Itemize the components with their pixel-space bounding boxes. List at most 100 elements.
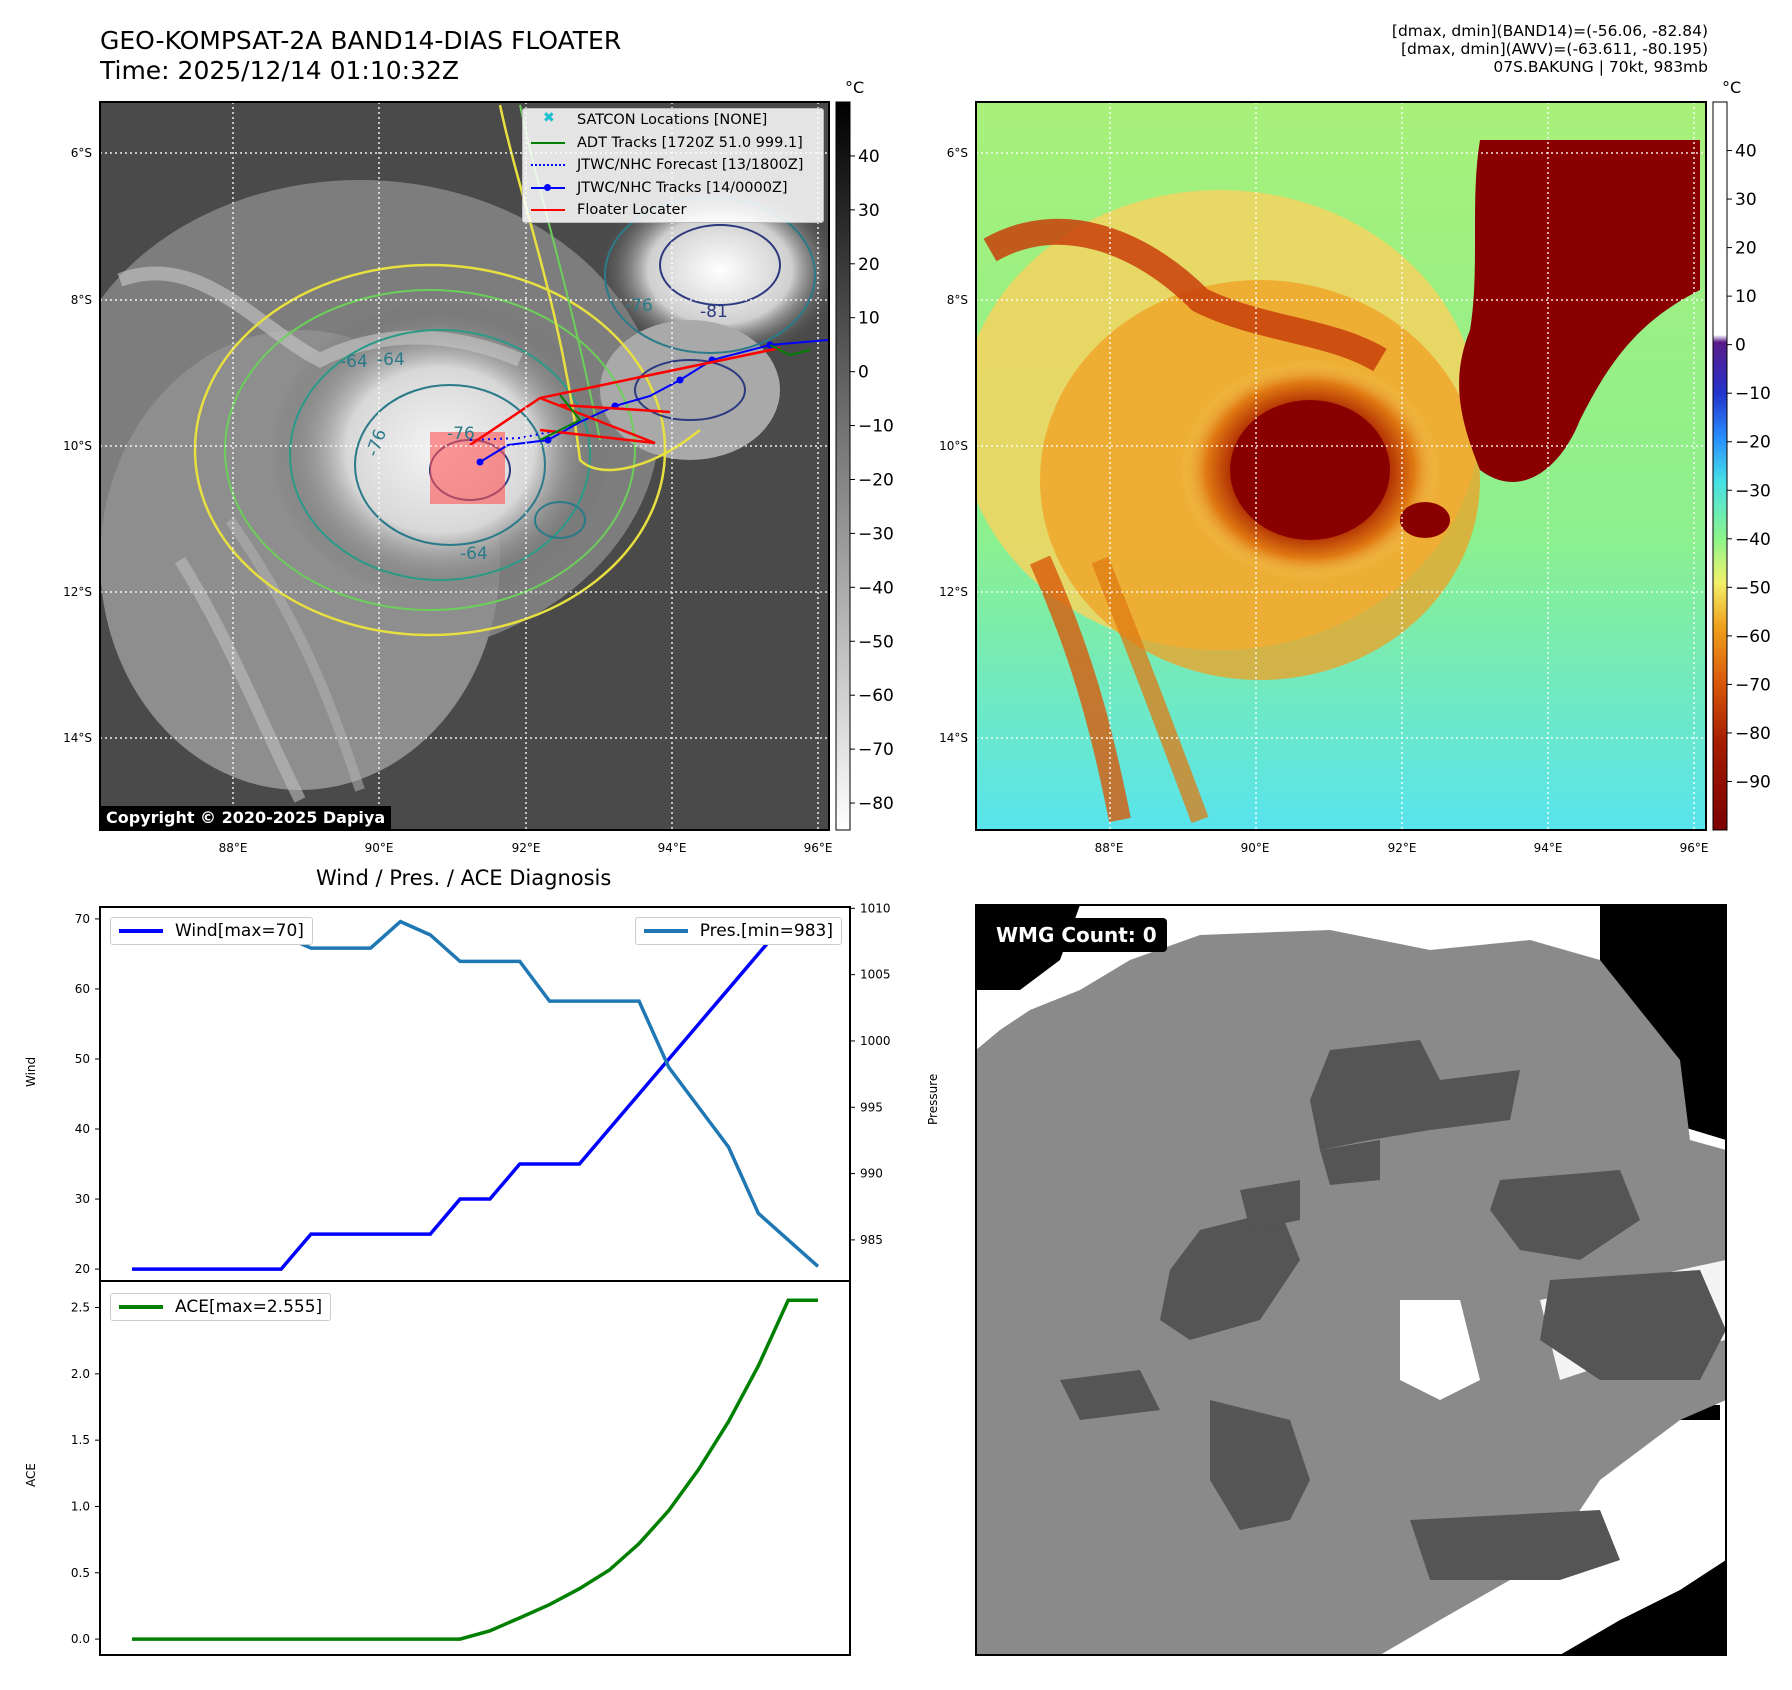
lat-tick-label: 6°S — [71, 146, 92, 160]
ace-axis-label: ACE — [24, 1463, 38, 1487]
wind-axis-label: Wind — [24, 1056, 38, 1087]
colorbar-tick-label: −60 — [858, 686, 894, 706]
colorbar-tick-label: −80 — [858, 794, 894, 814]
map-axis-ticks: 88°E 88°E 90°E 90°E 92°E 92°E 94°E 94°E 96°E 96°E… — [63, 146, 1708, 855]
colorbar-tick-label: −20 — [858, 470, 894, 490]
colorbar-tick-label: −40 — [858, 578, 894, 598]
colorbar-tick-label: 40 — [1735, 142, 1757, 162]
colorbar-tick-label: 0 — [1735, 336, 1746, 356]
colorbar-tick-label: 0 — [858, 363, 869, 383]
wind-tick-label: 60 — [75, 982, 90, 996]
colorbar-tick-label: −30 — [858, 524, 894, 544]
ir-colorbar-ticks: 40 30 20 10 0 −10 −20 −30 −40 −50 −60 −70 −80 — [850, 147, 894, 814]
lon-tick-label: 90°E — [1241, 841, 1270, 855]
lon-tick-label: 88°E — [1095, 841, 1124, 855]
contour-label: -76 — [625, 296, 653, 316]
wind-series-line — [132, 917, 818, 1271]
lat-tick-label: 10°S — [939, 439, 968, 453]
pressure-axis-label: Pressure — [926, 1073, 940, 1125]
map-legend: ✖ SATCON Locations [NONE] ADT Tracks [17… — [522, 108, 824, 223]
colorbar-tick-label: −20 — [1735, 433, 1771, 453]
line-swatch-icon — [119, 1305, 163, 1309]
colorbar-tick-label: 40 — [858, 147, 880, 167]
ir-colorbar — [835, 101, 851, 831]
wind-tick-label: 40 — [75, 1122, 90, 1136]
awv-panel-frame — [975, 101, 1707, 831]
legend-jtwc-tracks: JTWC/NHC Tracks [14/0000Z] — [523, 177, 823, 200]
colorbar-tick-label: −90 — [1735, 772, 1771, 792]
ace-tick-label: 0.5 — [71, 1566, 90, 1580]
wind-legend: Wind[max=70] — [110, 917, 313, 945]
ace-tick-label: 2.5 — [71, 1301, 90, 1315]
colorbar-tick-label: 10 — [858, 309, 880, 329]
pressure-tick-label: 985 — [860, 1233, 883, 1247]
dotted-line-icon — [531, 160, 565, 170]
line-swatch-icon — [119, 929, 163, 933]
contour-label: -64 — [460, 544, 488, 564]
diagnosis-title: Wind / Pres. / ACE Diagnosis — [316, 866, 612, 890]
colorbar-tick-label: −70 — [1735, 675, 1771, 695]
pressure-tick-label: 1010 — [860, 901, 891, 915]
colorbar-tick-label: 20 — [1735, 239, 1757, 259]
ir-panel-frame — [99, 101, 830, 831]
pres-legend: Pres.[min=983] — [634, 917, 842, 945]
lon-tick-label: 90°E — [365, 841, 394, 855]
lat-tick-label: 12°S — [63, 585, 92, 599]
legend-jtwc-forecast: JTWC/NHC Forecast [13/1800Z] — [523, 154, 823, 177]
contour-label: -64 — [377, 350, 405, 370]
lon-tick-label: 88°E — [219, 841, 248, 855]
pressure-tick-label: 1005 — [860, 968, 891, 982]
dot-line-icon — [531, 183, 565, 193]
legend-satcon: ✖ SATCON Locations [NONE] — [523, 109, 823, 132]
ir-colorbar-unit: °C — [845, 78, 865, 97]
line-swatch-icon — [643, 929, 688, 933]
wind-tick-label: 70 — [75, 912, 90, 926]
colorbar-tick-label: 10 — [1735, 287, 1757, 307]
pressure-tick-label: 1000 — [860, 1034, 891, 1048]
ace-tick-label: 1.5 — [71, 1433, 90, 1447]
contour-label: -64 — [340, 352, 368, 372]
solid-line-icon — [531, 205, 565, 215]
figure-time: Time: 2025/12/14 01:10:32Z — [100, 56, 459, 85]
contour-label: -81 — [700, 302, 728, 322]
lat-tick-label: 12°S — [939, 585, 968, 599]
ace-tick-label: 2.0 — [71, 1367, 90, 1381]
lat-tick-label: 8°S — [947, 293, 968, 307]
figure-title: GEO-KOMPSAT-2A BAND14-DIAS FLOATER — [100, 26, 622, 55]
colorbar-tick-label: 20 — [858, 255, 880, 275]
lon-tick-label: 96°E — [804, 841, 833, 855]
lon-tick-label: 96°E — [1680, 841, 1709, 855]
lon-tick-label: 92°E — [1388, 841, 1417, 855]
lat-tick-label: 14°S — [939, 731, 968, 745]
lat-tick-label: 10°S — [63, 439, 92, 453]
colorbar-tick-label: −50 — [858, 632, 894, 652]
wmg-panel-frame — [975, 904, 1727, 1656]
colorbar-tick-label: −10 — [858, 417, 894, 437]
solid-line-icon — [531, 138, 565, 148]
band14-range: [dmax, dmin](BAND14)=(-56.06, -82.84) — [1391, 22, 1708, 40]
storm-info: 07S.BAKUNG | 70kt, 983mb — [1493, 58, 1708, 76]
ace-series-line — [132, 1298, 818, 1641]
awv-colorbar-unit: °C — [1722, 78, 1742, 97]
ir-satellite-image — [100, 102, 829, 830]
wmg-image — [976, 905, 1726, 1655]
lat-tick-label: 14°S — [63, 731, 92, 745]
x-marker-icon: ✖ — [543, 110, 555, 127]
wmg-count-label: WMG Count: 0 — [986, 918, 1167, 952]
lon-tick-label: 94°E — [1534, 841, 1563, 855]
ace-legend: ACE[max=2.555] — [110, 1293, 332, 1321]
awv-satellite-image — [976, 102, 1706, 830]
colorbar-tick-label: −70 — [858, 740, 894, 760]
lat-tick-label: 6°S — [947, 146, 968, 160]
colorbar-tick-label: 30 — [1735, 190, 1757, 210]
awv-colorbar-ticks: 40 30 20 10 0 −10 −20 −30 −40 −50 −60 −70 −80 −90 — [1727, 142, 1771, 792]
legend-floater: Floater Locater — [523, 199, 823, 222]
legend-adt: ADT Tracks [1720Z 51.0 999.1] — [523, 132, 823, 155]
lat-tick-label: 8°S — [71, 293, 92, 307]
pressure-tick-label: 990 — [860, 1167, 883, 1181]
colorbar-tick-label: 30 — [858, 201, 880, 221]
colorbar-tick-label: −10 — [1735, 384, 1771, 404]
colorbar-tick-label: −30 — [1735, 481, 1771, 501]
lon-tick-label: 94°E — [658, 841, 687, 855]
